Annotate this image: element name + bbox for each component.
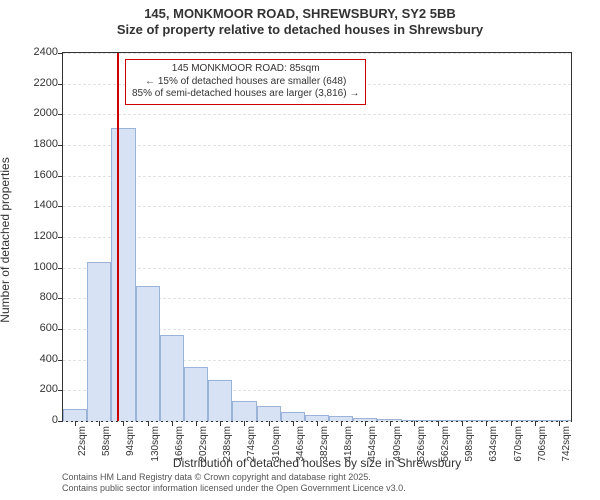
y-tick-label: 1400	[18, 199, 58, 211]
gridline	[63, 206, 571, 207]
info-box: 145 MONKMOOR ROAD: 85sqm← 15% of detache…	[125, 59, 366, 105]
x-tick-label: 58sqm	[101, 426, 112, 456]
x-tick-mark	[317, 421, 318, 426]
x-tick-label: 166sqm	[174, 426, 185, 462]
y-tick-mark	[58, 84, 63, 85]
info-box-line: ← 15% of detached houses are smaller (64…	[132, 76, 359, 89]
gridline	[63, 145, 571, 146]
chart-title-block: 145, MONKMOOR ROAD, SHREWSBURY, SY2 5BB …	[0, 6, 600, 37]
y-tick-mark	[58, 145, 63, 146]
property-marker-line	[117, 53, 119, 421]
info-box-line: 85% of semi-detached houses are larger (…	[132, 88, 359, 101]
x-tick-label: 346sqm	[295, 426, 306, 462]
x-tick-label: 418sqm	[343, 426, 354, 462]
info-box-line: 145 MONKMOOR ROAD: 85sqm	[132, 63, 359, 76]
x-tick-mark	[414, 421, 415, 426]
x-tick-mark	[559, 421, 560, 426]
y-tick-mark	[58, 360, 63, 361]
x-tick-label: 310sqm	[271, 426, 282, 462]
y-tick-label: 2400	[18, 46, 58, 58]
chart-title-line1: 145, MONKMOOR ROAD, SHREWSBURY, SY2 5BB	[0, 6, 600, 22]
attribution-block: Contains HM Land Registry data © Crown c…	[62, 472, 406, 494]
gridline	[63, 237, 571, 238]
x-tick-label: 238sqm	[222, 426, 233, 462]
gridline	[63, 176, 571, 177]
y-tick-label: 400	[18, 353, 58, 365]
x-tick-mark	[196, 421, 197, 426]
y-tick-mark	[58, 53, 63, 54]
y-tick-mark	[58, 390, 63, 391]
x-tick-label: 202sqm	[198, 426, 209, 462]
plot-area: 145 MONKMOOR ROAD: 85sqm← 15% of detache…	[62, 52, 572, 422]
y-tick-mark	[58, 237, 63, 238]
x-tick-mark	[172, 421, 173, 426]
y-tick-label: 1600	[18, 169, 58, 181]
y-tick-label: 1000	[18, 261, 58, 273]
x-tick-label: 526sqm	[416, 426, 427, 462]
x-tick-label: 634sqm	[488, 426, 499, 462]
x-tick-mark	[75, 421, 76, 426]
x-tick-mark	[293, 421, 294, 426]
y-tick-mark	[58, 268, 63, 269]
y-tick-label: 200	[18, 383, 58, 395]
y-tick-label: 1800	[18, 138, 58, 150]
x-tick-label: 454sqm	[367, 426, 378, 462]
y-tick-label: 0	[18, 414, 58, 426]
y-axis-label: Number of detached properties	[0, 157, 12, 322]
x-tick-mark	[148, 421, 149, 426]
chart-title-line2: Size of property relative to detached ho…	[0, 22, 600, 38]
histogram-bar	[281, 412, 305, 421]
histogram-bar	[111, 128, 135, 421]
histogram-bar	[257, 406, 281, 421]
y-tick-label: 1200	[18, 230, 58, 242]
x-tick-mark	[438, 421, 439, 426]
y-tick-label: 600	[18, 322, 58, 334]
x-tick-label: 274sqm	[246, 426, 257, 462]
x-tick-mark	[269, 421, 270, 426]
x-tick-mark	[535, 421, 536, 426]
histogram-bar	[232, 401, 256, 421]
y-tick-mark	[58, 114, 63, 115]
x-tick-mark	[462, 421, 463, 426]
x-tick-label: 382sqm	[319, 426, 330, 462]
y-tick-mark	[58, 176, 63, 177]
x-tick-label: 490sqm	[392, 426, 403, 462]
y-tick-mark	[58, 206, 63, 207]
y-tick-mark	[58, 421, 63, 422]
gridline	[63, 268, 571, 269]
histogram-bar	[63, 409, 87, 421]
y-tick-label: 2200	[18, 77, 58, 89]
x-tick-label: 742sqm	[561, 426, 572, 462]
x-tick-label: 562sqm	[440, 426, 451, 462]
x-tick-label: 22sqm	[77, 426, 88, 456]
y-tick-mark	[58, 298, 63, 299]
attribution-line2: Contains public sector information licen…	[62, 483, 406, 494]
x-tick-label: 670sqm	[513, 426, 524, 462]
histogram-bar	[160, 335, 184, 421]
x-tick-label: 706sqm	[537, 426, 548, 462]
histogram-bar	[208, 380, 232, 421]
y-tick-mark	[58, 329, 63, 330]
x-tick-label: 130sqm	[150, 426, 161, 462]
gridline	[63, 114, 571, 115]
y-tick-label: 800	[18, 291, 58, 303]
gridline	[63, 53, 571, 54]
x-tick-label: 94sqm	[125, 426, 136, 456]
attribution-line1: Contains HM Land Registry data © Crown c…	[62, 472, 406, 483]
histogram-bar	[87, 262, 111, 421]
x-tick-label: 598sqm	[464, 426, 475, 462]
y-tick-label: 2000	[18, 107, 58, 119]
x-tick-mark	[511, 421, 512, 426]
histogram-bar	[136, 286, 160, 421]
histogram-bar	[184, 367, 208, 421]
x-tick-mark	[390, 421, 391, 426]
